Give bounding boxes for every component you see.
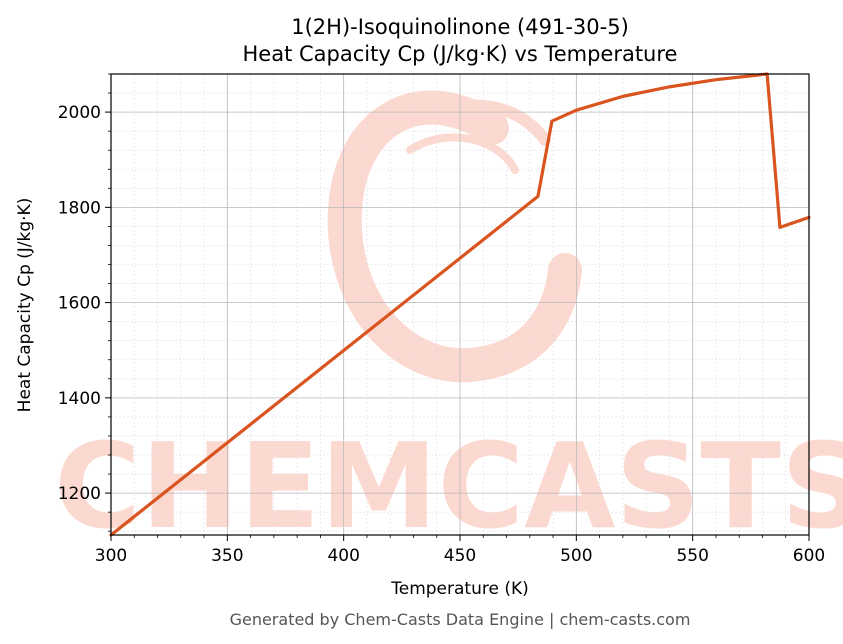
chemcasts-watermark: CHEMCASTS <box>54 90 843 555</box>
x-tick-label: 350 <box>211 546 243 566</box>
y-tick-label: 1600 <box>58 294 101 314</box>
x-tick-label: 400 <box>327 546 359 566</box>
heat-capacity-line <box>109 72 811 537</box>
chart-title-line2: Heat Capacity Cp (J/kg·K) vs Temperature <box>243 42 678 66</box>
x-tick-label: 550 <box>676 546 708 566</box>
x-tick-label: 300 <box>95 546 127 566</box>
y-tick-label: 1200 <box>58 484 101 504</box>
footer-credit: Generated by Chem-Casts Data Engine | ch… <box>230 610 691 629</box>
y-tick-label: 2000 <box>58 103 101 123</box>
chart-title-line1: 1(2H)-Isoquinolinone (491-30-5) <box>291 15 629 39</box>
major-grid <box>110 74 810 535</box>
x-tick-label: 450 <box>444 546 476 566</box>
y-axis-label: Heat Capacity Cp (J/kg·K) <box>15 198 35 413</box>
x-tick-label: 600 <box>793 546 825 566</box>
x-axis-label: Temperature (K) <box>390 579 529 599</box>
x-axis-ticks: 300 350 400 450 500 550 600 <box>95 535 825 566</box>
y-tick-label: 1800 <box>58 198 101 218</box>
watermark-swirl-logo <box>327 90 582 383</box>
y-axis-ticks: 1200 1400 1600 1800 2000 <box>58 73 111 532</box>
x-tick-label: 500 <box>560 546 592 566</box>
y-tick-label: 1400 <box>58 389 101 409</box>
series-group <box>109 72 811 537</box>
watermark-text: CHEMCASTS <box>54 417 843 555</box>
